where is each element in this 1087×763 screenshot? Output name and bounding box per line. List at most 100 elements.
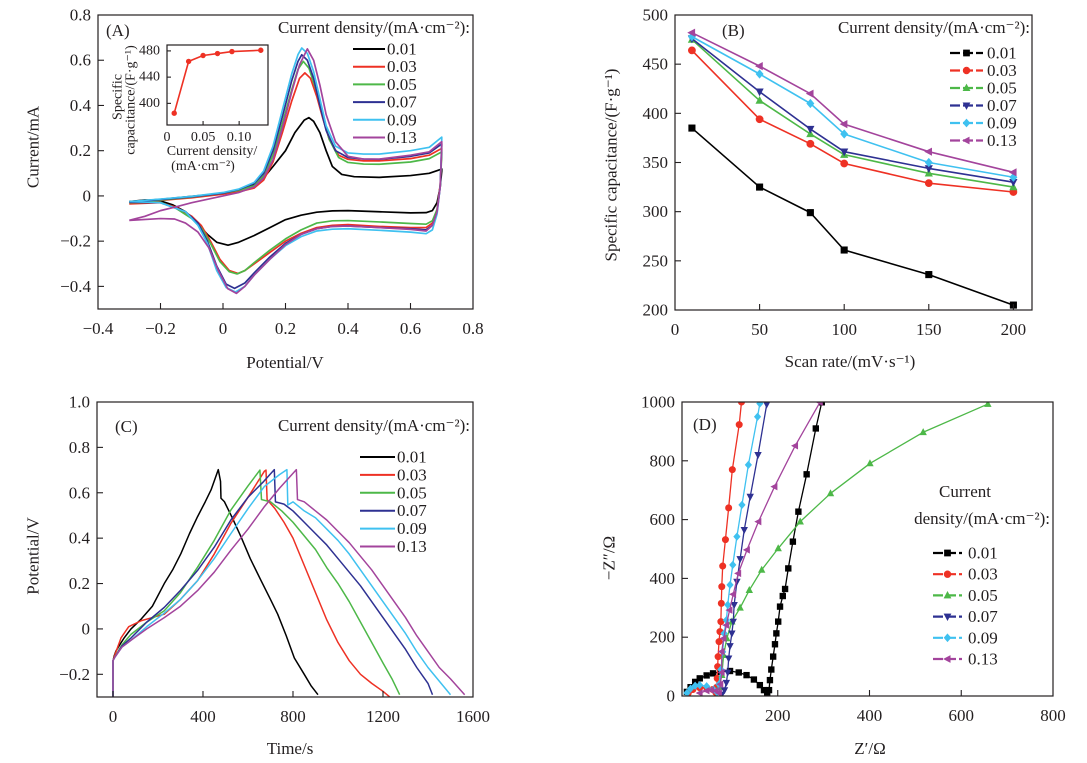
y-tick-label: 800 xyxy=(650,451,676,470)
series-0.13 xyxy=(112,468,466,697)
y-tick-label: 0 xyxy=(667,687,676,706)
data-point xyxy=(806,125,815,134)
panel-a: −0.4 −0.2 0 0.2 0.4 0.6 0.8 0.8 0.6 0.4 0.2 0 −0.2 −0… xyxy=(24,6,484,373)
data-point xyxy=(753,412,762,421)
data-point xyxy=(763,402,771,409)
series-line xyxy=(691,35,1014,179)
series-line xyxy=(112,469,391,697)
data-point xyxy=(717,599,725,607)
y-tick-label: 0.4 xyxy=(70,96,92,115)
data-point xyxy=(754,62,763,71)
series-0.07 xyxy=(112,468,434,697)
panel-label: (B) xyxy=(722,21,745,40)
legend-label: 0.01 xyxy=(397,448,427,467)
y-tick-label: 200 xyxy=(643,301,669,320)
legend-item: 0.07 xyxy=(933,607,998,626)
legend-label: 0.01 xyxy=(968,544,998,563)
legend-label: 0.01 xyxy=(387,40,417,59)
panel-label: (A) xyxy=(106,21,130,40)
data-point xyxy=(740,527,748,535)
y-tick-label: 200 xyxy=(650,628,676,647)
data-point xyxy=(185,58,192,65)
data-point xyxy=(755,115,764,124)
data-point xyxy=(734,569,742,578)
series-line xyxy=(112,468,434,697)
data-point xyxy=(919,428,927,436)
series-line xyxy=(691,49,1014,193)
legend-marker xyxy=(943,570,952,578)
data-point xyxy=(925,271,933,279)
series-specific capacitance xyxy=(171,47,264,116)
data-point xyxy=(743,671,750,679)
legend-item: 0.05 xyxy=(353,75,417,94)
data-point xyxy=(924,179,933,188)
series-0.01 xyxy=(683,402,825,696)
data-point xyxy=(714,689,722,696)
y-tick-label: 350 xyxy=(643,153,669,172)
legend-marker xyxy=(943,633,952,643)
x-axis-label: Z′/Ω xyxy=(854,739,885,758)
legend-label: 0.05 xyxy=(968,586,998,605)
legend-marker xyxy=(944,549,951,557)
y-tick-label: 300 xyxy=(643,202,669,221)
x-tick-label: 0.8 xyxy=(462,319,483,338)
legend-title: density/(mA·cm⁻²): xyxy=(914,509,1050,528)
legend-item: 0.03 xyxy=(353,57,417,76)
data-point xyxy=(733,532,741,541)
data-point xyxy=(716,680,724,688)
data-point xyxy=(725,606,733,614)
legend-marker xyxy=(963,49,970,57)
legend-item: 0.05 xyxy=(950,79,1017,98)
series-0.05 xyxy=(112,469,401,697)
legend-item: 0.01 xyxy=(353,40,417,59)
x-tick-label: 0 xyxy=(164,130,171,145)
data-point xyxy=(721,536,729,544)
legend-marker xyxy=(943,613,952,621)
y-tick-label: 0 xyxy=(82,619,91,638)
data-point xyxy=(729,618,737,626)
x-tick-label: 0 xyxy=(219,319,228,338)
data-point xyxy=(715,638,723,646)
inset-x-axis-label: Current density/ xyxy=(167,144,258,159)
panel-d: 200 400 600 800 1000 800 600 400 200 0 (D) Z′/Ω −Z″/… xyxy=(600,393,1066,759)
series-line xyxy=(112,469,401,697)
data-point xyxy=(683,688,691,696)
legend-item: 0.09 xyxy=(950,114,1017,133)
data-point xyxy=(728,630,736,638)
data-point xyxy=(773,630,780,637)
legend-item: 0.09 xyxy=(360,519,427,538)
y-tick-label: 0.8 xyxy=(69,438,90,457)
x-tick-label: −0.2 xyxy=(145,319,176,338)
series-line xyxy=(691,127,1014,306)
legend-item: 0.01 xyxy=(950,44,1017,63)
data-point xyxy=(696,675,703,682)
data-point xyxy=(803,471,810,478)
data-point xyxy=(774,544,782,552)
legend-marker xyxy=(943,655,951,663)
x-tick-label: 0.2 xyxy=(275,319,296,338)
x-tick-label: 400 xyxy=(857,706,883,725)
series-line xyxy=(112,468,466,697)
legend-item: 0.13 xyxy=(950,131,1017,150)
x-tick-label: 0 xyxy=(109,707,118,726)
data-point xyxy=(696,680,704,690)
legend-label: 0.05 xyxy=(987,79,1017,98)
data-point xyxy=(779,592,786,600)
y-tick-label: 0.6 xyxy=(70,51,91,70)
y-tick-label: 400 xyxy=(650,569,676,588)
series-0.01 xyxy=(688,124,1017,309)
data-point xyxy=(756,681,764,689)
data-point xyxy=(722,621,730,629)
data-point xyxy=(717,618,725,626)
x-tick-label: 100 xyxy=(831,320,857,339)
data-point xyxy=(200,52,206,59)
y-tick-label: 0 xyxy=(83,186,92,205)
legend-item: 0.03 xyxy=(950,61,1017,80)
legend-label: 0.09 xyxy=(397,519,427,538)
legend-label: 0.13 xyxy=(987,131,1017,150)
x-axis-label: Time/s xyxy=(267,739,314,758)
legend: Current density/(mA·cm⁻²): 0.01 0.03 0.05 0.0… xyxy=(914,482,1050,669)
data-point xyxy=(719,634,727,643)
legend-title: Current xyxy=(939,482,991,501)
legend-item: 0.05 xyxy=(933,586,998,605)
